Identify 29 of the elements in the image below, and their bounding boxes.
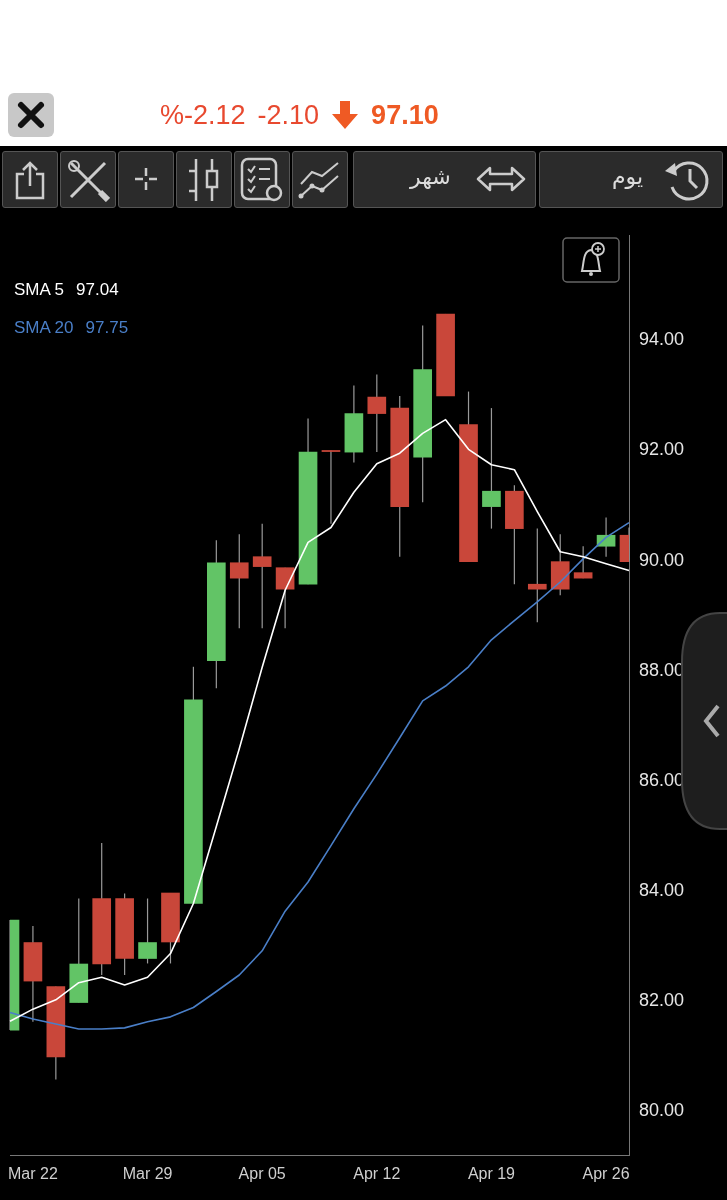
annotation: 97.75 <box>85 318 129 337</box>
x-tick-label: Mar 22 <box>8 1165 58 1183</box>
candlestick <box>229 533 249 629</box>
candlestick <box>138 897 157 965</box>
candlestick <box>482 407 501 530</box>
x-tick-label: Apr 12 <box>353 1165 401 1183</box>
y-tick-label: 94.00 <box>639 329 685 350</box>
x-tick-label: Mar 29 <box>122 1165 173 1183</box>
y-tick-label: 92.00 <box>639 439 685 460</box>
text: SMA 20 <box>14 318 74 337</box>
annotation: 97.04 <box>76 280 119 299</box>
candlestick <box>252 523 272 629</box>
candlestick <box>573 545 593 579</box>
text: %-2.12 <box>160 99 246 131</box>
x-tick-label: Apr 26 <box>582 1165 630 1183</box>
y-tick-label: 82.00 <box>639 989 685 1010</box>
y-tick-label: 90.00 <box>639 549 685 570</box>
y-tick-label: 84.00 <box>639 879 685 900</box>
text: SMA 5 <box>14 280 65 299</box>
text: -2.10 <box>257 99 320 131</box>
candlestick <box>367 373 387 453</box>
candlestick <box>527 528 547 623</box>
x-tick-label: Apr 19 <box>467 1165 516 1183</box>
text: شهر <box>410 164 451 189</box>
y-tick-label: 80.00 <box>639 1099 685 1120</box>
text: يوم <box>612 164 644 189</box>
x-tick-label: Apr 05 <box>238 1165 286 1183</box>
text: 97.10 <box>371 99 439 131</box>
candlestick <box>321 449 341 525</box>
